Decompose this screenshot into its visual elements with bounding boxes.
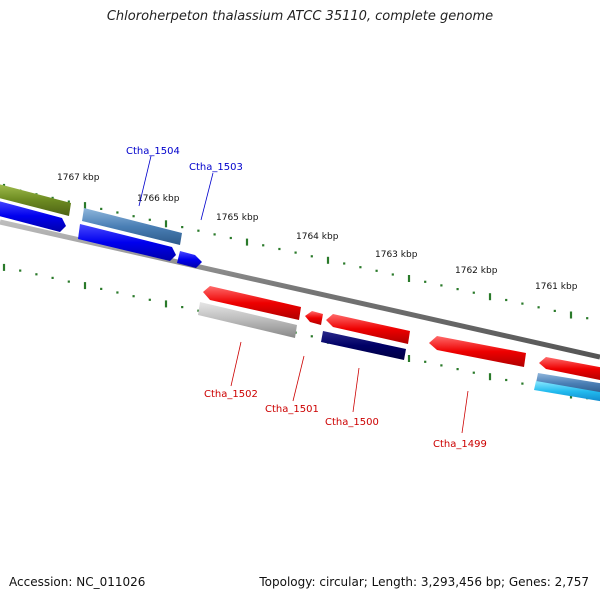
map-title: Chloroherpeton thalassium ATCC 35110, co… (106, 9, 494, 24)
leader-line (292, 355, 305, 402)
gene-labels: Ctha_1504 Ctha_1503 Ctha_1502 Ctha_1501 … (126, 146, 487, 450)
leader-line (138, 155, 152, 207)
reverse-genes (198, 286, 600, 402)
accession-text: Accession: NC_011026 (9, 575, 146, 589)
gene-feature-steelblue[interactable] (82, 208, 182, 245)
kbp-label: 1763 kbp (375, 250, 418, 260)
gene-feature-steelblue[interactable] (536, 373, 600, 394)
gene-feature-red[interactable] (326, 314, 410, 344)
gene-label-ctha-1500[interactable]: Ctha_1500 (325, 417, 379, 428)
gene-feature-navy[interactable] (321, 331, 406, 360)
kbp-scale-labels: 1767 kbp 1766 kbp 1765 kbp 1764 kbp 1763… (57, 173, 578, 292)
leader-line (200, 172, 214, 221)
gene-feature-red[interactable] (305, 311, 323, 325)
gene-feature-blue[interactable] (78, 224, 176, 261)
kbp-label: 1761 kbp (535, 282, 578, 292)
gene-feature-red[interactable] (429, 336, 526, 367)
gene-feature-blue[interactable] (0, 200, 66, 232)
kbp-label: 1765 kbp (216, 213, 259, 223)
gene-feature-gray[interactable] (198, 302, 297, 338)
kbp-label: 1767 kbp (57, 173, 100, 183)
gene-label-ctha-1502[interactable]: Ctha_1502 (204, 389, 258, 400)
gene-feature-blue[interactable] (177, 251, 202, 268)
genome-backbone (0, 219, 600, 360)
kbp-label: 1762 kbp (455, 266, 498, 276)
forward-genes (0, 183, 202, 268)
leader-line (230, 341, 242, 387)
gene-feature-olive[interactable] (0, 183, 71, 216)
outer-tick-ring (2, 183, 589, 320)
gene-label-ctha-1503[interactable]: Ctha_1503 (189, 162, 243, 173)
kbp-label: 1766 kbp (137, 194, 180, 204)
topology-text: Topology: circular; Length: 3,293,456 bp… (259, 575, 589, 589)
gene-label-ctha-1501[interactable]: Ctha_1501 (265, 404, 319, 415)
leader-line (352, 367, 360, 413)
gene-label-ctha-1504[interactable]: Ctha_1504 (126, 146, 180, 157)
kbp-label: 1764 kbp (296, 232, 339, 242)
gene-label-ctha-1499[interactable]: Ctha_1499 (433, 439, 487, 450)
gene-feature-cyan[interactable] (534, 381, 600, 402)
gene-feature-red[interactable] (539, 357, 600, 381)
leader-line (461, 390, 469, 434)
gene-feature-red[interactable] (203, 286, 301, 320)
